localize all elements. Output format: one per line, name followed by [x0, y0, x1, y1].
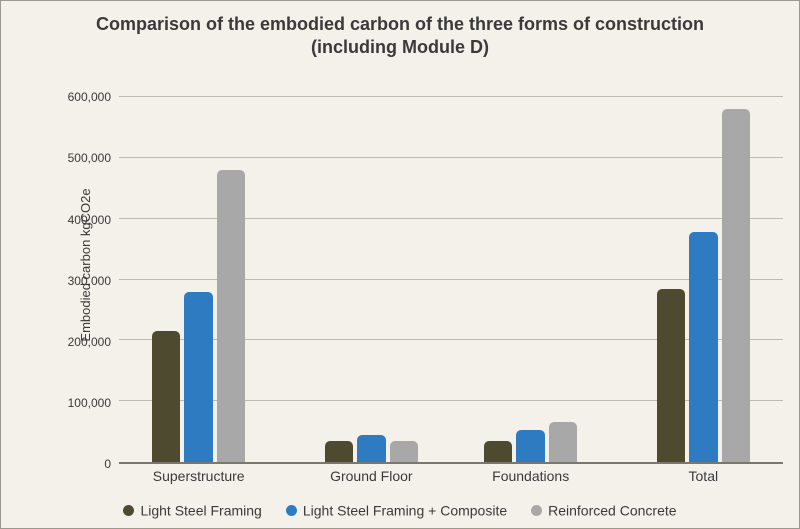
legend-label: Light Steel Framing + Composite [303, 502, 507, 518]
bar [689, 232, 718, 462]
legend-marker-icon [123, 505, 134, 516]
x-category-label: Superstructure [153, 468, 245, 484]
legend-item: Light Steel Framing [123, 501, 261, 518]
x-category-label: Ground Floor [330, 468, 412, 484]
y-tick-label: 300,000 [68, 274, 111, 288]
x-category-label: Foundations [492, 468, 569, 484]
bar [516, 430, 545, 462]
grid-line [119, 157, 783, 158]
x-axis-labels: Superstructure Ground Floor Foundations Tot… [119, 468, 783, 488]
legend-item: Reinforced Concrete [531, 501, 676, 518]
chart-frame: Comparison of the embodied carbon of the… [0, 0, 800, 529]
y-tick-label: 600,000 [68, 90, 111, 104]
bar [217, 170, 246, 462]
bar [657, 289, 686, 462]
bar [484, 441, 513, 462]
chart-title-line2: (including Module D) [31, 36, 769, 59]
chart-title: Comparison of the embodied carbon of the… [31, 13, 769, 58]
bar [152, 331, 181, 462]
y-tick-label: 500,000 [68, 151, 111, 165]
legend: Light Steel Framing Light Steel Framing +… [1, 501, 799, 518]
bar [390, 441, 419, 462]
bar [722, 109, 751, 462]
legend-item: Light Steel Framing + Composite [286, 501, 507, 518]
grid-line [119, 96, 783, 97]
chart-title-line1: Comparison of the embodied carbon of the… [31, 13, 769, 36]
legend-label: Light Steel Framing [140, 502, 261, 518]
legend-marker-icon [531, 505, 542, 516]
bar [357, 435, 386, 462]
y-tick-label: 400,000 [68, 213, 111, 227]
plot-wrap: 0100,000200,000300,000400,000500,000600,… [59, 79, 783, 464]
legend-label: Reinforced Concrete [548, 502, 676, 518]
x-category-label: Total [689, 468, 719, 484]
bar [325, 441, 354, 462]
y-axis-ticks: 0100,000200,000300,000400,000500,000600,… [59, 79, 117, 464]
bar [184, 292, 213, 462]
plot-area [119, 79, 783, 464]
y-tick-label: 200,000 [68, 335, 111, 349]
bar [549, 422, 578, 462]
y-tick-label: 0 [104, 457, 111, 471]
y-tick-label: 100,000 [68, 396, 111, 410]
legend-marker-icon [286, 505, 297, 516]
